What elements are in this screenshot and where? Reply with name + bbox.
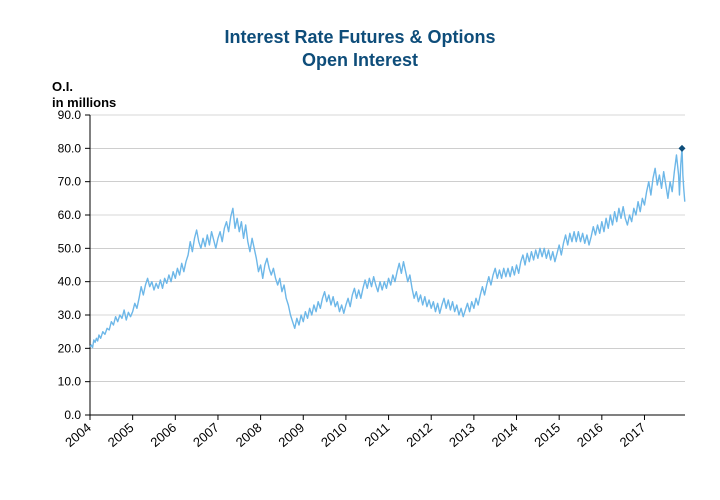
- series-line: [90, 148, 685, 347]
- y-axis-label-line1: O.I.: [52, 79, 73, 94]
- x-tick-label: 2017: [617, 420, 649, 450]
- y-tick-label: 30.0: [58, 308, 82, 322]
- x-tick-label: 2012: [403, 420, 435, 450]
- y-tick-label: 80.0: [58, 141, 82, 155]
- x-tick-label: 2011: [361, 420, 392, 449]
- y-tick-label: 10.0: [58, 375, 82, 389]
- x-tick-label: 2004: [62, 420, 94, 450]
- chart-container: Interest Rate Futures & Options Open Int…: [0, 0, 720, 500]
- x-tick-label: 2006: [147, 420, 179, 450]
- y-tick-label: 50.0: [58, 241, 82, 255]
- y-axis-label-line2: in millions: [52, 95, 116, 110]
- y-tick-label: 20.0: [58, 341, 82, 355]
- chart-svg: 0.0 10.0 20.0 30.0 40.0 50.0 60.0 70.0 80.0 90.0 2…: [0, 0, 720, 500]
- x-tick-label: 2009: [275, 420, 307, 450]
- y-tick-label: 40.0: [58, 275, 82, 289]
- x-tick-label: 2013: [446, 420, 478, 450]
- last-point-marker: [679, 145, 686, 152]
- x-tick-label: 2007: [190, 420, 222, 450]
- x-tick-label: 2014: [489, 420, 521, 450]
- x-tick-label: 2015: [531, 420, 563, 450]
- y-tick-label: 70.0: [58, 175, 82, 189]
- x-tick-label: 2008: [233, 420, 265, 450]
- y-tick-label: 0.0: [64, 408, 81, 422]
- y-tick-label: 60.0: [58, 208, 82, 222]
- x-tick-label: 2016: [574, 420, 606, 450]
- x-tick-label: 2010: [318, 420, 350, 450]
- y-tick-label: 90.0: [58, 108, 82, 122]
- x-tick-label: 2005: [105, 420, 137, 450]
